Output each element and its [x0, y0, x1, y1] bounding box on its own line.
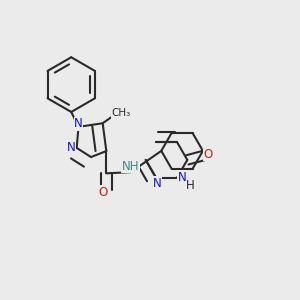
Text: N: N	[178, 171, 187, 184]
Text: N: N	[67, 141, 76, 154]
Text: N: N	[153, 177, 162, 190]
Text: CH₃: CH₃	[112, 108, 131, 118]
Text: NH: NH	[122, 160, 140, 173]
Text: O: O	[203, 148, 213, 161]
Text: N: N	[74, 117, 83, 130]
Text: O: O	[99, 186, 108, 199]
Text: H: H	[186, 179, 195, 192]
